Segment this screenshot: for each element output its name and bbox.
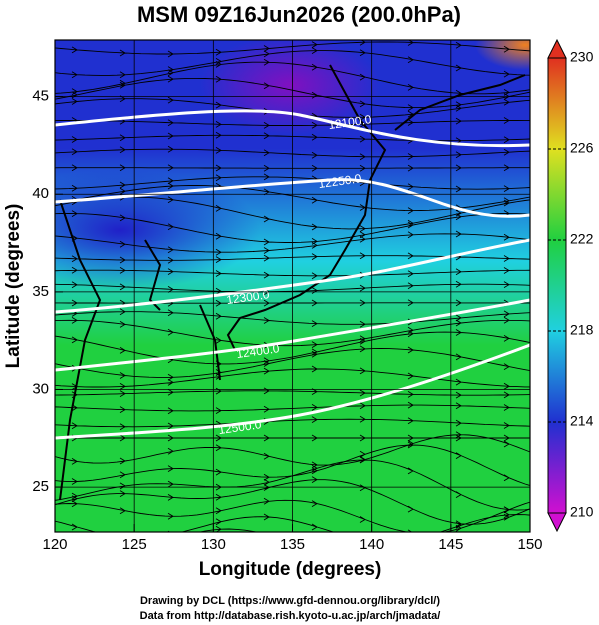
y-tick-label: 45 <box>32 88 49 105</box>
contour-line <box>55 238 530 314</box>
colorbar-extend <box>547 512 567 533</box>
streamline <box>55 329 530 368</box>
streamline <box>55 47 530 79</box>
streamline <box>55 441 530 486</box>
streamline <box>55 431 530 469</box>
x-tick-label: 125 <box>122 536 147 553</box>
title: MSM 09Z16Jun2026 (200.0hPa) <box>137 2 461 27</box>
y-axis-label: Latitude (degrees) <box>3 204 24 369</box>
contour-line <box>55 343 530 440</box>
y-tick-label: 35 <box>32 283 49 300</box>
streamline <box>55 497 530 532</box>
grid <box>55 40 530 532</box>
credit: Drawing by DCL (https://www.gfd-dennou.o… <box>140 595 440 607</box>
x-tick-label: 135 <box>280 536 305 553</box>
colorbar-tick-label: 214 <box>570 413 594 429</box>
axes: 120 125 130 135 140 145 150 25 30 35 40 45 <box>32 88 542 553</box>
contour-label: 12500.0 <box>217 417 262 437</box>
colorbar-tick-label: 222 <box>570 231 594 247</box>
y-tick-label: 40 <box>32 185 49 202</box>
streamline <box>55 58 530 97</box>
colorbar-tick-label: 210 <box>570 504 594 520</box>
streamline <box>55 252 530 264</box>
colorbar-bar <box>547 57 567 514</box>
contours <box>55 109 530 440</box>
streamline <box>55 476 530 528</box>
x-tick-label: 150 <box>517 536 542 553</box>
colorbar: 210 214 218 222 226 230 <box>547 38 594 533</box>
credit: Data from http://database.rish.kyoto-u.a… <box>140 610 441 622</box>
streamline <box>55 511 530 532</box>
streamline <box>55 401 530 415</box>
y-tick-label: 25 <box>32 478 49 495</box>
streamline <box>55 164 530 172</box>
contour-line <box>55 109 530 148</box>
x-axis-label: Longitude (degrees) <box>199 559 382 580</box>
contour-line <box>55 298 530 372</box>
contour-label: 12100.0 <box>327 112 372 132</box>
streamline <box>55 75 530 111</box>
contour-label: 12250.0 <box>317 171 362 191</box>
coastline <box>59 64 526 501</box>
streamline <box>55 40 530 58</box>
streamline <box>55 266 530 280</box>
contour-line <box>55 178 530 218</box>
streamline <box>55 145 530 161</box>
colorbar-tick-label: 230 <box>570 49 594 65</box>
colorbar-extend <box>547 38 567 59</box>
contour-label: 12400.0 <box>235 341 280 361</box>
y-tick-label: 30 <box>32 380 49 397</box>
colorbar-tick-label: 218 <box>570 322 594 338</box>
x-tick-label: 140 <box>359 536 384 553</box>
streamline <box>198 525 459 532</box>
colorbar-tick-label: 226 <box>570 140 594 156</box>
x-tick-label: 145 <box>438 536 463 553</box>
x-tick-label: 130 <box>201 536 226 553</box>
x-tick-label: 120 <box>42 536 67 553</box>
